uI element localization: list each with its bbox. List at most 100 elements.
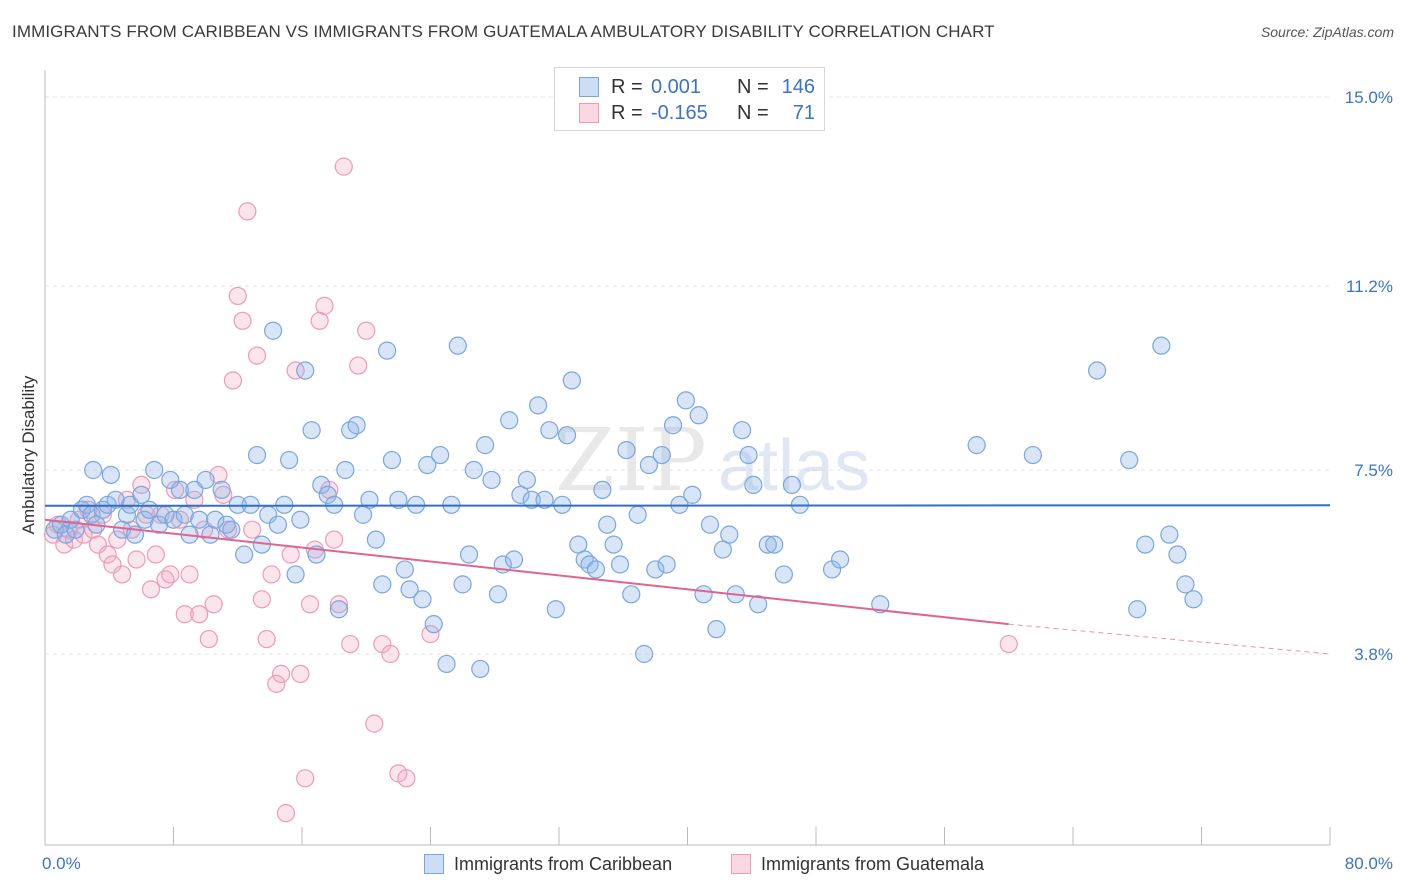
- data-point: [657, 555, 676, 574]
- data-point: [1184, 590, 1203, 609]
- r-value: 0.001: [651, 75, 702, 98]
- data-point: [999, 634, 1018, 654]
- data-point: [247, 346, 267, 365]
- data-point: [744, 475, 763, 495]
- data-point: [639, 455, 659, 475]
- data-point: [967, 436, 986, 455]
- data-point: [296, 361, 315, 380]
- data-point: [1176, 575, 1195, 594]
- stats-legend-box: R = 0.001 N = 146 R = -0.165 N = 71: [554, 67, 825, 131]
- data-point: [341, 634, 360, 654]
- data-point: [190, 605, 209, 624]
- data-point: [349, 356, 368, 375]
- data-point: [1023, 445, 1042, 465]
- chart-source: Source: ZipAtlas.com: [1260, 24, 1394, 40]
- data-point: [476, 436, 495, 455]
- data-point: [84, 460, 103, 480]
- data-point: [235, 545, 254, 564]
- data-point: [604, 535, 623, 554]
- data-point: [88, 535, 108, 554]
- data-point: [610, 555, 630, 574]
- data-point: [424, 615, 443, 634]
- data-point: [145, 460, 164, 480]
- data-point: [464, 460, 483, 480]
- n-label: N =: [737, 101, 769, 124]
- data-point: [418, 455, 437, 475]
- data-point: [739, 445, 758, 465]
- data-point: [529, 396, 548, 415]
- data-point: [238, 202, 257, 221]
- stats-row-caribbean: R = 0.001 N = 146: [579, 75, 815, 99]
- data-point: [774, 565, 793, 584]
- data-point: [381, 644, 400, 664]
- data-point: [222, 520, 241, 539]
- data-point: [276, 804, 296, 823]
- data-point: [459, 545, 479, 564]
- data-point: [1136, 535, 1155, 554]
- data-point: [315, 296, 334, 315]
- data-point: [535, 490, 554, 509]
- data-point: [421, 625, 440, 644]
- data-point: [540, 421, 559, 440]
- data-point: [185, 490, 204, 509]
- data-point: [482, 470, 501, 490]
- y-axis-label: Ambulatory Disability: [19, 375, 38, 534]
- data-point: [546, 600, 565, 619]
- data-point: [325, 530, 344, 549]
- data-point: [280, 450, 299, 470]
- data-point: [166, 480, 185, 499]
- data-point: [733, 421, 752, 440]
- caribbean-swatch: [579, 77, 599, 97]
- data-point: [413, 590, 432, 609]
- guatemala-legend-swatch: [731, 854, 751, 874]
- data-point: [373, 575, 392, 594]
- legend-label: Immigrants from Guatemala: [761, 853, 985, 874]
- data-point: [149, 515, 169, 534]
- legend-item-guatemala: Immigrants from Guatemala: [731, 852, 984, 876]
- data-point: [683, 485, 702, 504]
- data-point: [296, 769, 315, 788]
- legend-item-caribbean: Immigrants from Caribbean: [424, 852, 672, 876]
- data-point: [504, 550, 524, 569]
- tick-labels: 3.8% 7.5% 11.2% 15.0% 0.0% 80.0%: [42, 88, 1393, 873]
- data-point: [598, 515, 617, 534]
- data-point: [378, 341, 397, 360]
- data-point: [329, 595, 349, 614]
- data-point: [272, 664, 291, 683]
- data-point: [267, 674, 286, 693]
- data-point: [448, 336, 467, 355]
- y-tick-label: 15.0%: [1345, 88, 1393, 107]
- data-point: [635, 644, 654, 664]
- data-point: [765, 535, 784, 554]
- data-point: [517, 470, 536, 490]
- data-point: [141, 580, 161, 599]
- x-tick-label: 0.0%: [42, 854, 81, 873]
- data-point: [243, 520, 262, 539]
- r-label: R =: [611, 75, 643, 98]
- data-point: [263, 321, 283, 340]
- data-point: [281, 545, 300, 564]
- data-point: [1120, 450, 1139, 470]
- data-point: [395, 560, 414, 579]
- data-point: [586, 560, 606, 579]
- data-point: [700, 515, 720, 534]
- data-point: [1152, 336, 1171, 355]
- data-point: [112, 565, 132, 584]
- data-point: [252, 590, 271, 609]
- y-tick-label: 7.5%: [1354, 461, 1393, 480]
- data-point: [223, 371, 243, 390]
- data-point: [336, 460, 355, 480]
- data-point: [291, 664, 310, 683]
- guatemala-trend-extension: [1008, 623, 1331, 655]
- data-point: [617, 440, 636, 460]
- data-point: [101, 465, 120, 485]
- data-point: [593, 480, 612, 499]
- data-point: [431, 445, 450, 465]
- data-point: [318, 485, 337, 504]
- data-point: [871, 595, 890, 614]
- data-point: [652, 445, 671, 465]
- data-point: [646, 560, 665, 579]
- data-point: [400, 580, 419, 599]
- data-point: [175, 605, 194, 624]
- data-point: [268, 515, 288, 534]
